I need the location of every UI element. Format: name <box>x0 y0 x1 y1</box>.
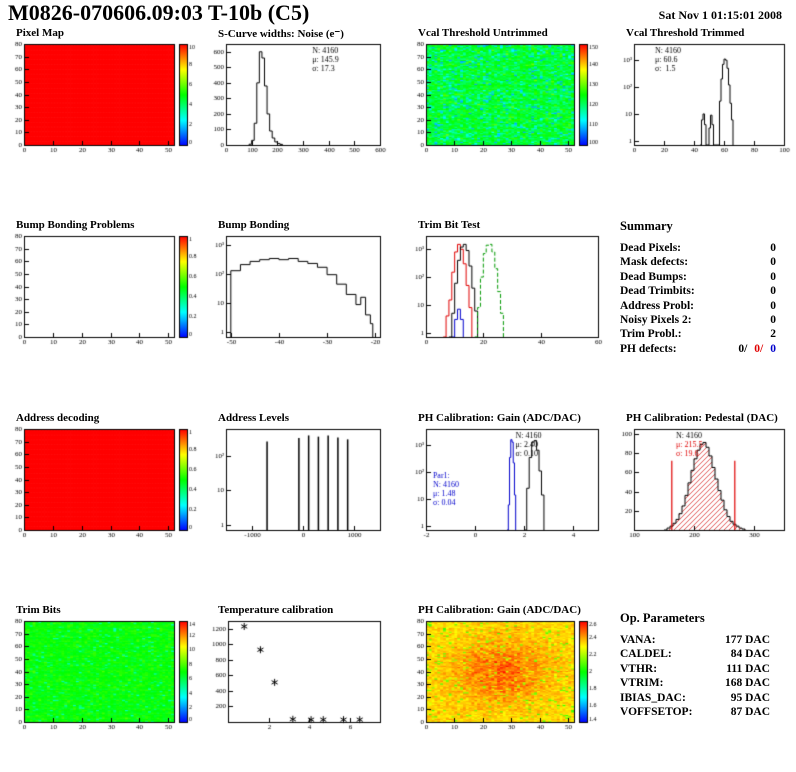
summary-panel: Summary Dead Pixels: 0 Mask defects: 0 Dea… <box>620 219 776 356</box>
address-decoding-panel: Address decoding <box>4 412 206 544</box>
summary-value: 0 <box>770 285 776 298</box>
chart-title: S-Curve widths: Noise (e⁻) <box>218 28 344 40</box>
address-levels-panel: Address Levels <box>206 412 388 544</box>
summary-row-ph-defects: PH defects: 0/0/0 <box>620 342 776 356</box>
ph-gain-map-chart <box>406 617 606 735</box>
ph-pedestal-chart <box>614 425 792 543</box>
trim-bits-panel: Trim Bits <box>4 604 206 736</box>
chart-title: PH Calibration: Gain (ADC/DAC) <box>418 604 581 616</box>
address-decoding-chart <box>4 425 206 543</box>
summary-value: 0 <box>770 256 776 269</box>
summary-row: Noisy Pixels 2: 0 <box>620 313 776 327</box>
ph-gain-chart <box>406 425 606 543</box>
op-parameter-label: VANA: <box>620 634 656 646</box>
summary-rows: Dead Pixels: 0 Mask defects: 0 Dead Bumps:… <box>620 241 776 356</box>
op-parameters-panel: Op. Parameters VANA: 177 DAC CALDEL: 84 DA… <box>620 611 770 719</box>
op-parameter-value: 84 DAC <box>730 648 770 661</box>
pixel-map-panel: Pixel Map <box>4 27 206 159</box>
chart-title: Trim Bit Test <box>418 219 481 231</box>
op-parameter-row: VTHR: 111 DAC <box>620 662 770 676</box>
op-parameter-value: 177 DAC <box>724 634 770 646</box>
op-parameter-value: 111 DAC <box>726 662 770 675</box>
summary-label: Trim Probl.: <box>620 328 682 341</box>
temperature-calibration-panel: Temperature calibration <box>206 604 388 736</box>
ph-gain-panel: PH Calibration: Gain (ADC/DAC) <box>406 412 606 544</box>
trim-bit-test-panel: Trim Bit Test <box>406 219 606 351</box>
op-parameters-rows: VANA: 177 DAC CALDEL: 84 DAC VTHR: 111 DAC … <box>620 633 770 719</box>
chart-title: Temperature calibration <box>218 604 334 616</box>
ph-gain-map-panel: PH Calibration: Gain (ADC/DAC) <box>406 604 606 736</box>
op-parameter-label: VTHR: <box>620 662 658 675</box>
chart-title: Address decoding <box>16 412 100 424</box>
chart-title: Trim Bits <box>16 604 61 616</box>
summary-value: 0 <box>770 314 776 327</box>
chart-title: Bump Bonding Problems <box>16 219 135 231</box>
ph-defect-value: 0/ <box>754 342 764 355</box>
chart-title: Vcal Threshold Untrimmed <box>418 27 548 39</box>
vcal-untrimmed-chart <box>406 40 606 158</box>
bump-bonding-panel: Bump Bonding <box>206 219 388 351</box>
vcal-untrimmed-panel: Vcal Threshold Untrimmed <box>406 27 606 159</box>
chart-title: PH Calibration: Pedestal (DAC) <box>626 412 778 424</box>
op-parameter-row: CALDEL: 84 DAC <box>620 647 770 661</box>
trim-bits-chart <box>4 617 206 735</box>
op-parameter-label: VOFFSETOP: <box>620 706 693 719</box>
summary-row: Mask defects: 0 <box>620 255 776 269</box>
summary-row: Address Probl: 0 <box>620 299 776 313</box>
summary-label: PH defects: <box>620 342 677 355</box>
op-parameter-label: IBIAS_DAC: <box>620 691 686 704</box>
bump-bonding-chart <box>206 232 388 350</box>
op-parameter-label: VTRIM: <box>620 677 664 690</box>
summary-label: Dead Trimbits: <box>620 285 695 298</box>
op-parameter-row: IBIAS_DAC: 95 DAC <box>620 691 770 705</box>
ph-defect-value: 0 <box>770 342 776 355</box>
summary-label: Address Probl: <box>620 299 695 312</box>
summary-row: Trim Probl.: 2 <box>620 327 776 341</box>
chart-title: Vcal Threshold Trimmed <box>626 27 745 39</box>
summary-value: 0 <box>770 242 776 254</box>
op-parameter-row: VANA: 177 DAC <box>620 633 770 647</box>
timestamp: Sat Nov 1 01:15:01 2008 <box>658 8 782 22</box>
vcal-trimmed-panel: Vcal Threshold Trimmed <box>614 27 792 159</box>
scurve-noise-panel: S-Curve widths: Noise (e⁻) <box>206 27 388 159</box>
chart-title: Pixel Map <box>16 27 64 39</box>
op-parameter-label: CALDEL: <box>620 648 672 661</box>
trim-bit-test-chart <box>406 232 606 350</box>
op-parameter-row: VOFFSETOP: 87 DAC <box>620 705 770 719</box>
summary-label: Mask defects: <box>620 256 689 269</box>
op-parameter-value: 168 DAC <box>724 677 770 690</box>
summary-label: Noisy Pixels 2: <box>620 314 692 327</box>
op-parameter-row: VTRIM: 168 DAC <box>620 676 770 690</box>
chart-title: Address Levels <box>218 412 289 424</box>
summary-title: Summary <box>620 219 673 233</box>
page-title: M0826-070606.09:03 T-10b (C5) <box>8 0 310 25</box>
summary-value: 2 <box>770 328 776 341</box>
summary-value: 0 <box>770 270 776 283</box>
summary-row: Dead Trimbits: 0 <box>620 284 776 298</box>
bump-problems-chart <box>4 232 206 350</box>
summary-row: Dead Pixels: 0 <box>620 241 776 255</box>
ph-pedestal-panel: PH Calibration: Pedestal (DAC) <box>614 412 792 544</box>
pixel-map-chart <box>4 40 206 158</box>
summary-row: Dead Bumps: 0 <box>620 270 776 284</box>
summary-label: Dead Bumps: <box>620 270 687 283</box>
chart-title: PH Calibration: Gain (ADC/DAC) <box>418 412 581 424</box>
op-parameters-title: Op. Parameters <box>620 611 705 625</box>
chart-title: Bump Bonding <box>218 219 290 231</box>
bump-problems-panel: Bump Bonding Problems <box>4 219 206 351</box>
vcal-trimmed-chart <box>614 40 792 158</box>
temperature-calibration-chart <box>206 617 388 735</box>
scurve-noise-chart <box>206 40 388 158</box>
ph-defects-values: 0/0/0 <box>731 342 776 356</box>
summary-label: Dead Pixels: <box>620 242 682 254</box>
op-parameter-value: 95 DAC <box>730 691 770 704</box>
ph-defect-value: 0/ <box>738 342 748 355</box>
summary-value: 0 <box>770 299 776 312</box>
address-levels-chart <box>206 425 388 543</box>
op-parameter-value: 87 DAC <box>730 706 770 719</box>
